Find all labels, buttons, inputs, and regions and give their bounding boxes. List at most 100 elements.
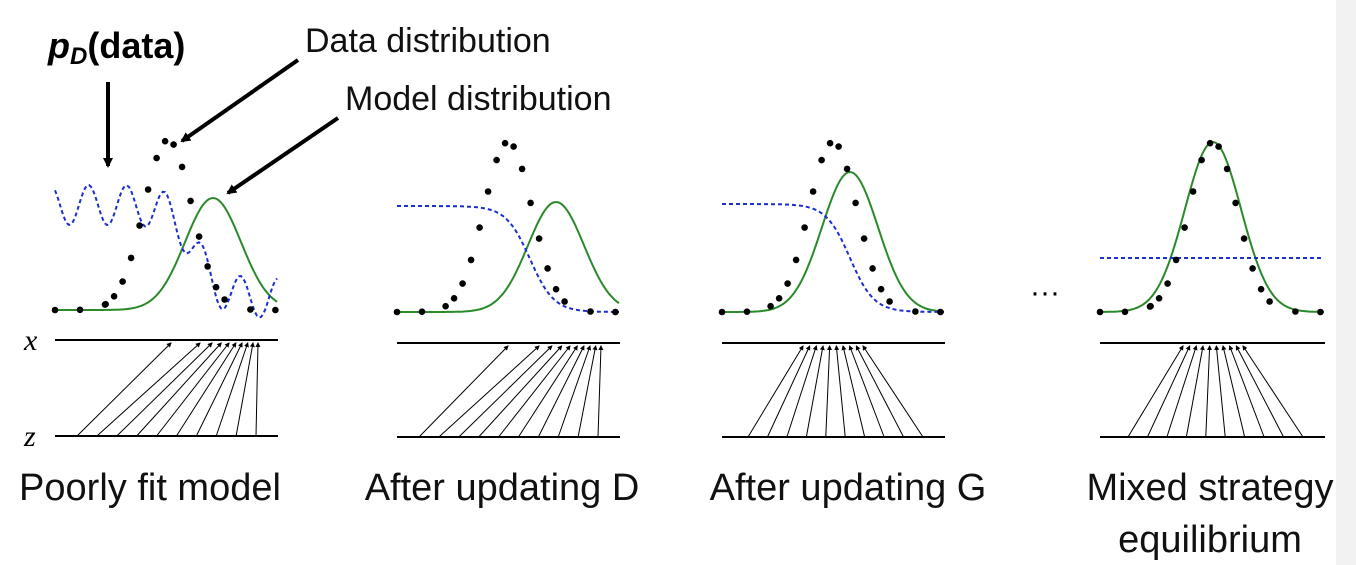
data-dot (51, 306, 59, 314)
data-dot (476, 224, 483, 231)
caption: Mixed strategy (1086, 467, 1333, 509)
data-dot (1317, 308, 1324, 316)
data-dot (247, 306, 254, 313)
mapping-arrow (76, 342, 172, 437)
data-dot (1292, 308, 1299, 315)
data-dot (1206, 139, 1214, 147)
mapping-arrow (1205, 345, 1212, 438)
data-dot (835, 143, 842, 150)
data-dot (801, 224, 808, 231)
mapping-arrow (862, 345, 924, 438)
data-dot (912, 308, 919, 315)
mapping-arrow (747, 345, 804, 438)
data-dot (1164, 280, 1171, 287)
caption: Poorly fit model (19, 467, 281, 509)
data-dot (544, 265, 551, 272)
data-dot (442, 302, 449, 310)
mapping-arrow (1146, 345, 1191, 438)
data-dot (1181, 224, 1188, 231)
data-dot (493, 156, 500, 164)
data-distribution-arrow (180, 58, 300, 143)
data-dot (450, 295, 458, 302)
mapping-arrow (1185, 345, 1205, 438)
mapping-arrow (458, 345, 553, 438)
data-dot (826, 139, 834, 147)
data-dot (612, 308, 619, 316)
caption: After updating D (365, 467, 640, 509)
pd-label: pD(data) (47, 25, 185, 70)
discriminator-curve (397, 205, 619, 313)
data-dot (784, 280, 791, 287)
data-dot (136, 222, 143, 229)
mapping-arrow (235, 342, 255, 437)
model-curve (1099, 141, 1324, 313)
data-dot (102, 300, 109, 308)
model-curve (722, 170, 945, 313)
data-dot (110, 293, 118, 300)
data-dot (127, 254, 135, 262)
mapping-arrow (498, 345, 571, 438)
mapping-arrow (96, 342, 201, 437)
data-dot (843, 165, 851, 173)
discriminator-curve (54, 184, 278, 319)
discriminator-curve (722, 203, 945, 313)
data-dot (1266, 298, 1273, 305)
data-dot (1172, 256, 1180, 264)
model-distribution-label: Model distribution (345, 80, 611, 118)
data-dot (153, 154, 160, 162)
mapping-arrow (116, 342, 213, 437)
data-dot (535, 235, 543, 242)
mapping-arrow (848, 345, 885, 438)
data-dot (937, 308, 944, 316)
data-dot (886, 298, 893, 305)
mapping-arrow (805, 345, 825, 438)
mapping-arrow (1228, 345, 1265, 438)
caption: equilibrium (1118, 519, 1302, 561)
pd-argument: (data) (87, 25, 185, 66)
pd-subscript: D (70, 43, 87, 70)
side-strip (1336, 0, 1356, 565)
data-dot (170, 141, 177, 148)
data-dot (161, 137, 169, 145)
pd-symbol: p (47, 25, 70, 66)
data-dot (518, 165, 526, 173)
mapping-arrow (1127, 345, 1184, 438)
mapping-arrow (478, 345, 563, 438)
data-dot (587, 308, 594, 315)
data-dot (818, 156, 825, 164)
ellipsis: ··· (1030, 276, 1060, 309)
data-dot (187, 197, 194, 205)
data-dot (877, 285, 885, 293)
mapping-arrow (834, 345, 846, 438)
data-dot (869, 265, 876, 272)
mapping-arrow (841, 345, 866, 438)
mapping-arrow (518, 345, 578, 438)
data-dot (204, 263, 211, 270)
data-dot (552, 285, 560, 293)
mapping-arrow (418, 345, 509, 438)
mapping-arrow (825, 345, 832, 438)
data-dot (510, 143, 517, 150)
data-dot (1155, 295, 1163, 302)
data-dot (76, 306, 84, 314)
data-dot (1121, 308, 1129, 316)
data-dot (272, 306, 279, 314)
data-dot (718, 308, 726, 316)
data-dot (809, 188, 817, 195)
data-dot (527, 199, 534, 207)
data-dot (792, 256, 800, 264)
data-dot (1198, 156, 1205, 164)
data-dot (860, 235, 868, 242)
model-curve (397, 201, 620, 313)
data-dot (1147, 302, 1154, 310)
data-dot (767, 302, 774, 310)
data-dot (1240, 235, 1248, 242)
data-dot (459, 280, 466, 287)
mapping-arrow (557, 345, 592, 438)
data-dot (561, 298, 568, 305)
data-dot (1096, 308, 1104, 316)
mapping-arrow (136, 342, 222, 437)
data-dot (852, 199, 859, 207)
